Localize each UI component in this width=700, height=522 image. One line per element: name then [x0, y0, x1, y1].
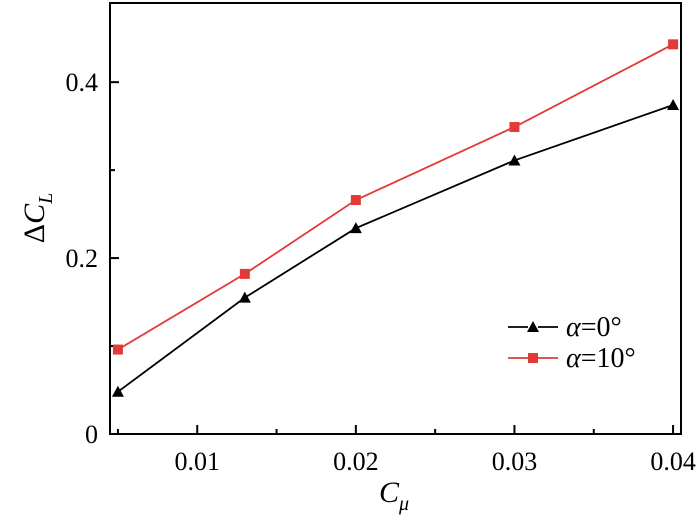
y-tick-label: 0 [85, 420, 98, 449]
legend-1-label-symbol: α [566, 343, 582, 374]
legend-0-label-value: =0° [581, 312, 622, 343]
x-axis-label-sub: μ [398, 493, 409, 515]
series-0-point [238, 291, 251, 303]
series-0-point [111, 385, 124, 397]
legend-1-label: α=10° [566, 343, 636, 374]
x-axis-label-main: C [379, 476, 400, 509]
legend-0-marker [527, 321, 539, 332]
legend-0-label: α=0° [566, 312, 622, 343]
series-layer [111, 39, 680, 397]
series-0-point [349, 222, 362, 234]
series-1-point [668, 39, 679, 50]
y-axis-label-prefix: Δ [18, 224, 51, 243]
y-axis-label: ΔCL [18, 193, 57, 243]
series-1-point [350, 195, 361, 206]
legend-0-label-symbol: α [566, 312, 582, 343]
y-tick-label: 0.2 [66, 244, 99, 273]
series-1-point [509, 122, 520, 133]
axis-ticks: 0.01 0.02 0.03 0.04 0 0.2 0.4 [66, 68, 696, 476]
x-axis-label: Cμ [379, 476, 409, 515]
y-axis-label-main: C [18, 203, 51, 224]
x-tick-label: 0.01 [174, 447, 220, 476]
series-1-point [239, 268, 250, 279]
legend-1-label-value: =10° [581, 343, 636, 374]
y-axis-label-sub: L [35, 193, 57, 205]
legend-1-marker [528, 353, 538, 363]
legend: α=0°α=10° [508, 312, 636, 374]
x-tick-label: 0.04 [650, 447, 696, 476]
series-0-point [667, 99, 680, 111]
series-1-point [112, 344, 123, 355]
x-tick-label: 0.02 [333, 447, 379, 476]
y-tick-label: 0.4 [66, 68, 99, 97]
plot-frame [109, 2, 682, 435]
series-0-point [508, 154, 521, 166]
series-1-line [117, 43, 674, 351]
x-tick-label: 0.03 [492, 447, 538, 476]
